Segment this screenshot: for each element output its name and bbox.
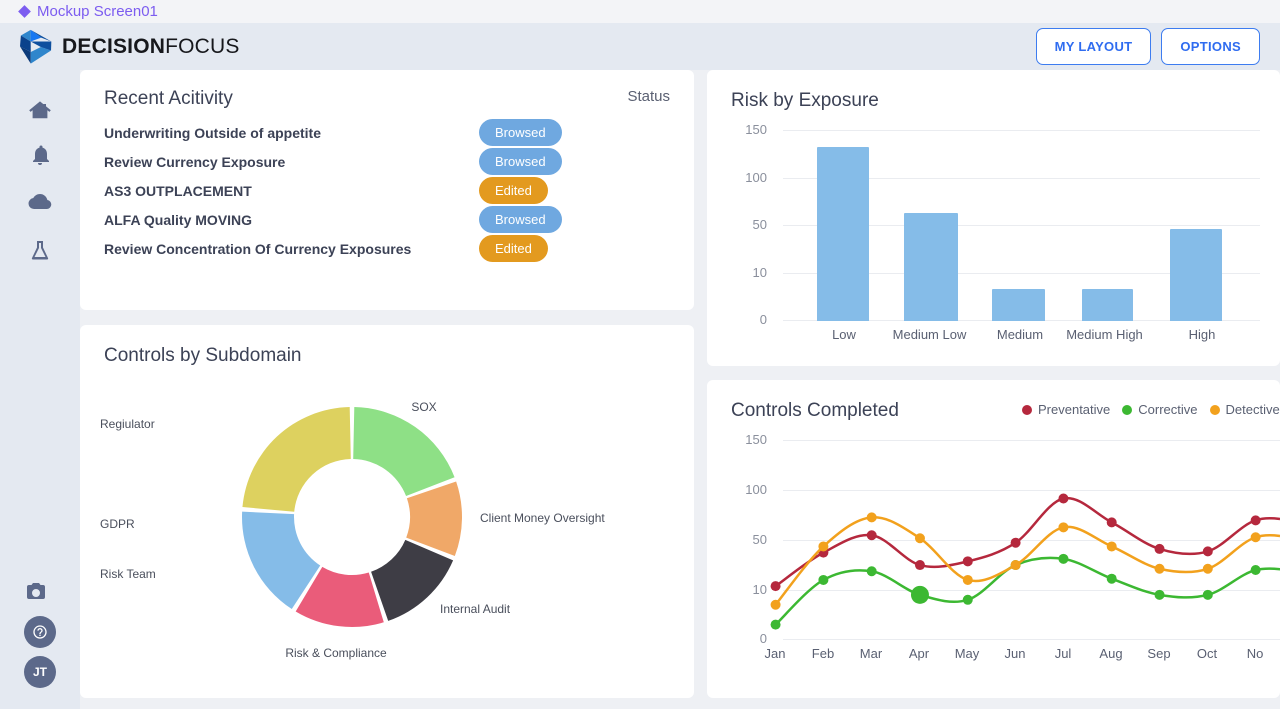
svg-text:SOX: SOX [411, 400, 436, 414]
svg-text:Internal Audit: Internal Audit [440, 602, 511, 616]
svg-text:GDPR: GDPR [100, 517, 135, 531]
svg-text:Risk Team: Risk Team [100, 567, 156, 581]
svg-text:Regiulator: Regiulator [100, 417, 155, 431]
svg-text:Client Money Oversight: Client Money Oversight [480, 511, 605, 525]
svg-text:Risk & Compliance: Risk & Compliance [285, 646, 387, 660]
